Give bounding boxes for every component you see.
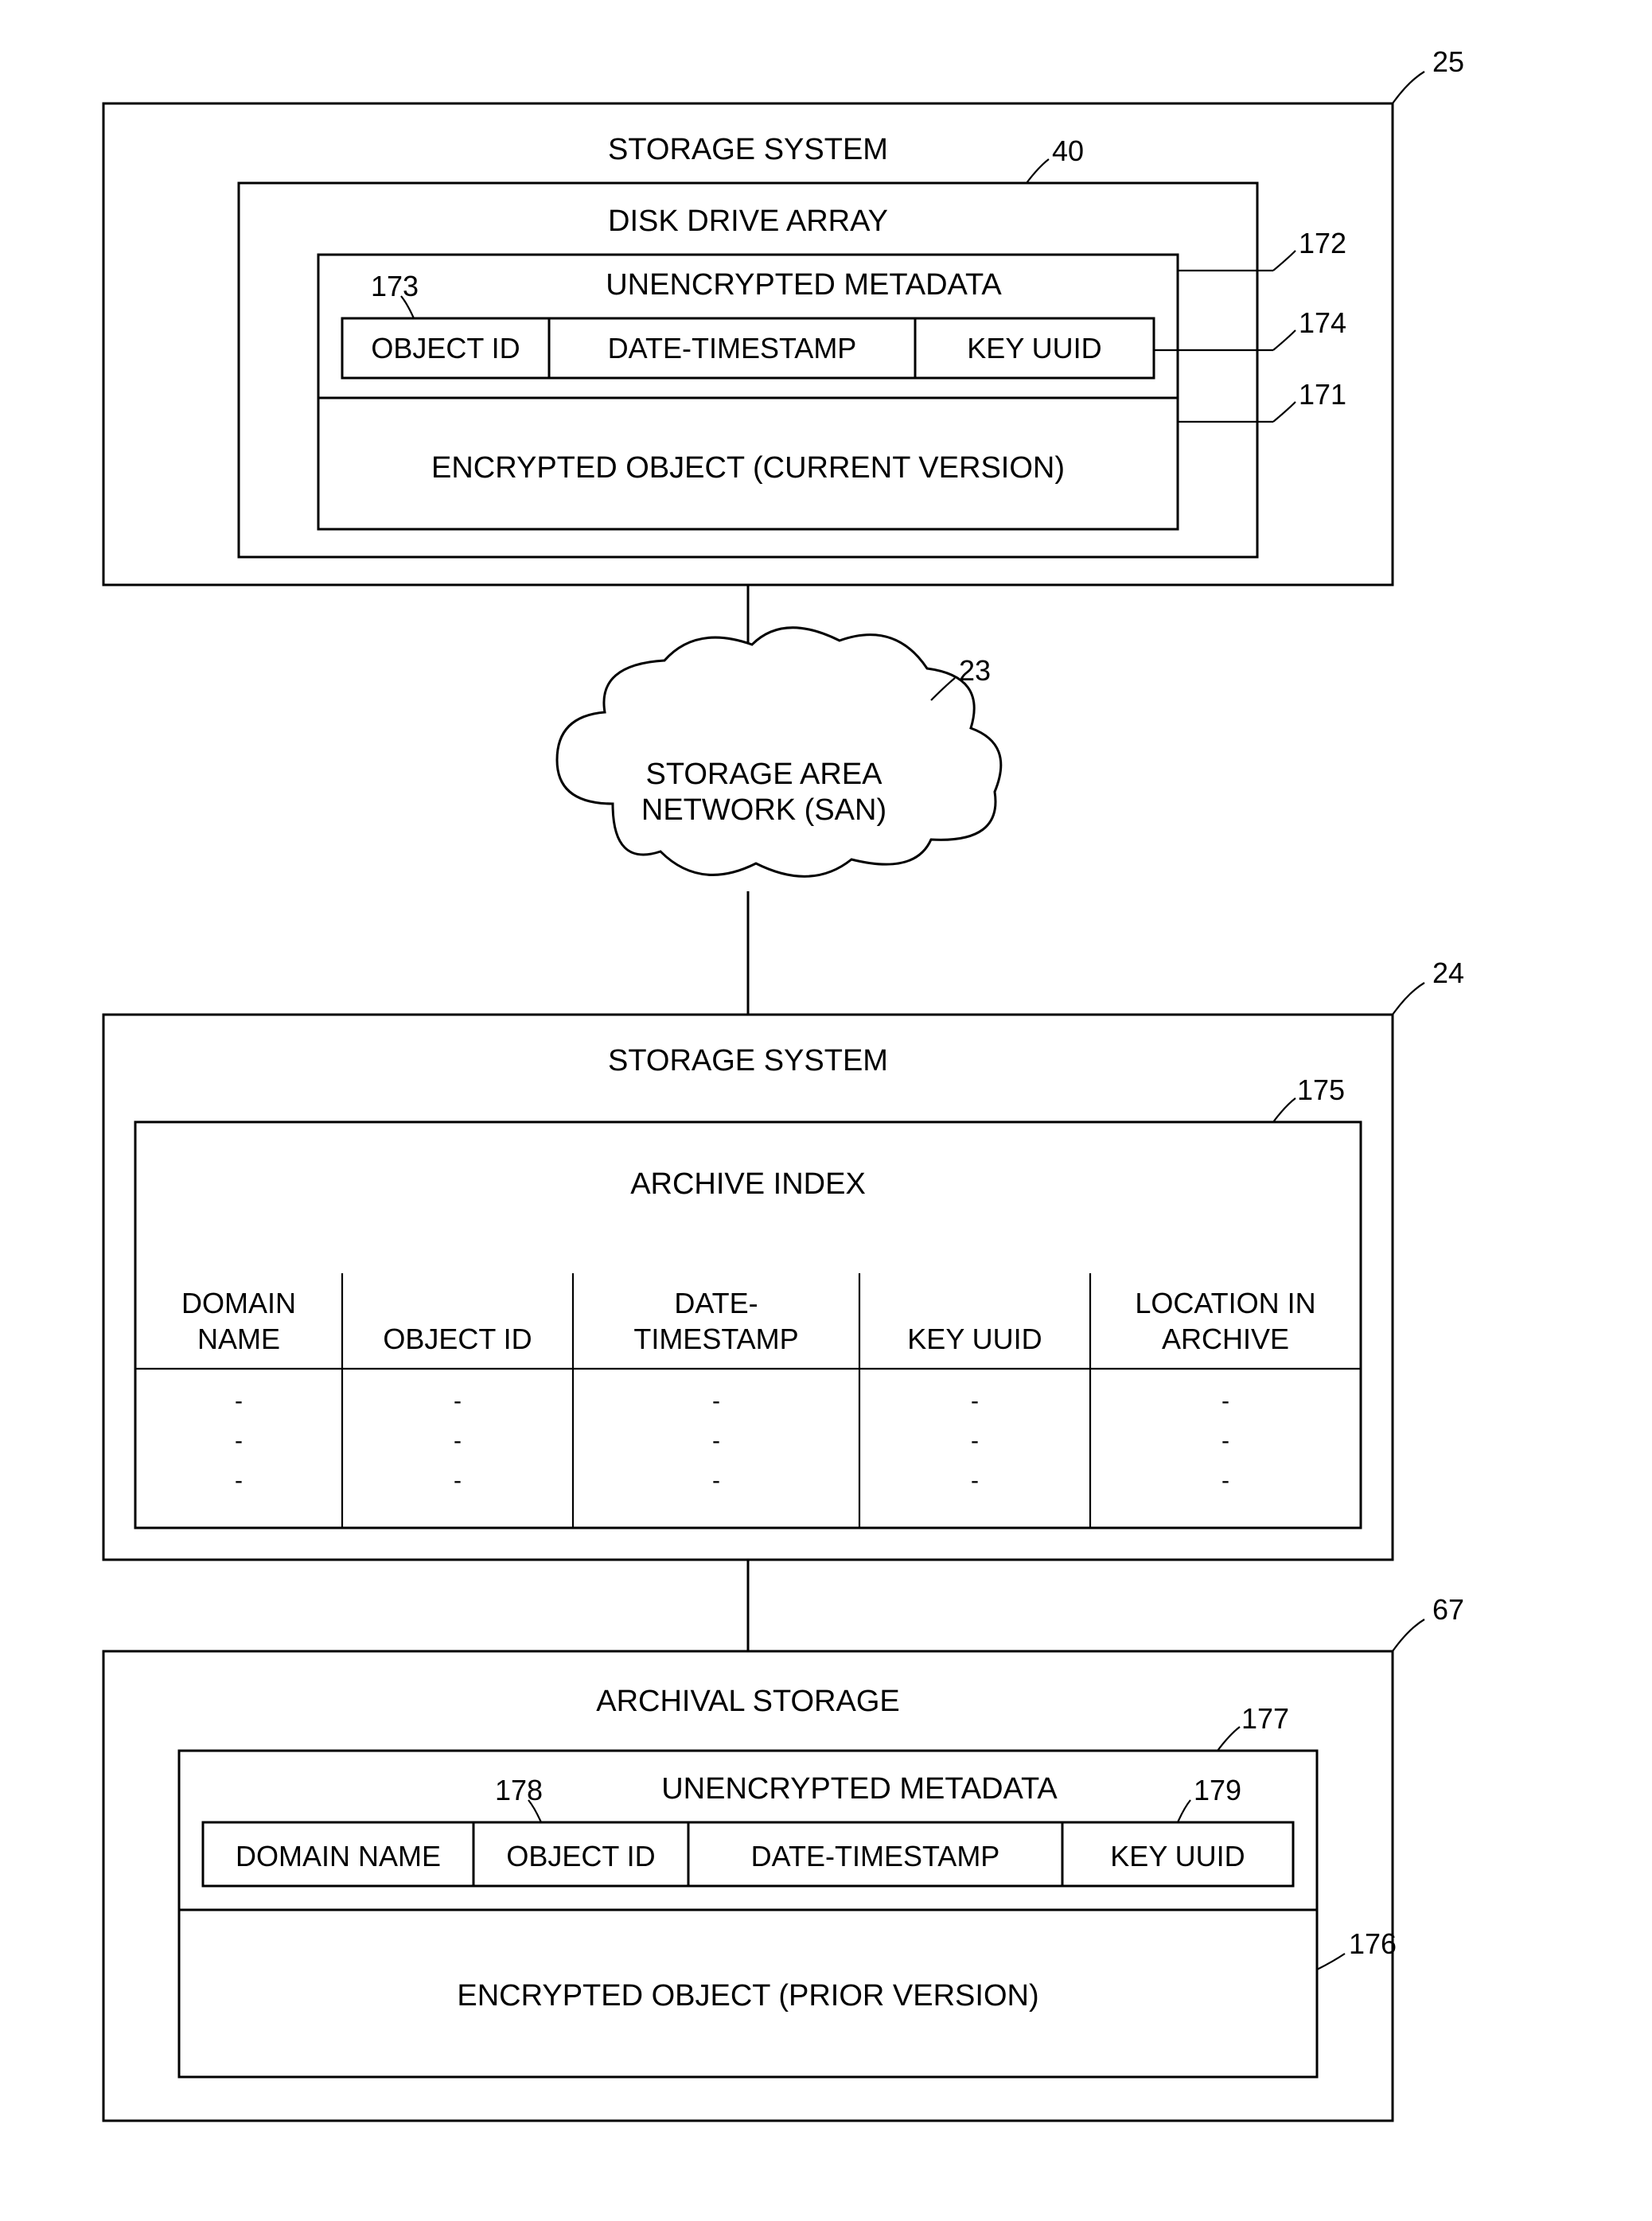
ref-67: 67 bbox=[1432, 1593, 1464, 1626]
ref-178: 178 bbox=[495, 1774, 543, 1806]
cell-key-uuid-2: KEY UUID bbox=[1110, 1840, 1245, 1872]
metadata-row-2: DOMAIN NAME OBJECT ID DATE-TIMESTAMP KEY… bbox=[203, 1822, 1293, 1886]
col-object-id: OBJECT ID bbox=[383, 1323, 532, 1355]
cloud-line2: NETWORK (SAN) bbox=[641, 793, 886, 827]
block-disk-drive-array: DISK DRIVE ARRAY 40 UNENCRYPTED METADATA… bbox=[239, 134, 1346, 557]
block-encrypted-object-1: ENCRYPTED OBJECT (CURRENT VERSION) 171 bbox=[318, 378, 1346, 529]
metadata-row-1: OBJECT ID DATE-TIMESTAMP KEY UUID bbox=[342, 318, 1154, 378]
block-unencrypted-metadata-2: UNENCRYPTED METADATA 177 178 179 DOMAIN … bbox=[179, 1702, 1317, 1910]
cell-date-timestamp-1: DATE-TIMESTAMP bbox=[608, 332, 857, 364]
col-domain-2: NAME bbox=[197, 1323, 280, 1355]
encrypted-object-2-label: ENCRYPTED OBJECT (PRIOR VERSION) bbox=[457, 1979, 1038, 2013]
ref-177: 177 bbox=[1241, 1702, 1289, 1735]
cloud-line1: STORAGE AREA bbox=[645, 758, 882, 791]
archival-storage-title: ARCHIVAL STORAGE bbox=[596, 1685, 900, 1718]
cell-domain-name: DOMAIN NAME bbox=[236, 1840, 441, 1872]
svg-text:-: - bbox=[235, 1388, 243, 1414]
col-domain-1: DOMAIN bbox=[181, 1287, 296, 1319]
svg-text:-: - bbox=[712, 1388, 720, 1414]
ref-172: 172 bbox=[1299, 227, 1346, 259]
archive-index-title: ARCHIVE INDEX bbox=[630, 1167, 866, 1201]
svg-text:-: - bbox=[1221, 1428, 1229, 1454]
svg-text:-: - bbox=[971, 1467, 979, 1494]
archive-index-table: DOMAIN NAME OBJECT ID DATE- TIMESTAMP KE… bbox=[135, 1273, 1361, 1528]
svg-text:-: - bbox=[235, 1428, 243, 1454]
ref-171: 171 bbox=[1299, 378, 1346, 411]
block-unencrypted-metadata-1: UNENCRYPTED METADATA 173 172 OBJECT ID D… bbox=[318, 227, 1346, 398]
cell-date-timestamp-2: DATE-TIMESTAMP bbox=[751, 1840, 1000, 1872]
col-date-1: DATE- bbox=[674, 1287, 758, 1319]
col-loc-2: ARCHIVE bbox=[1162, 1323, 1289, 1355]
svg-text:-: - bbox=[454, 1428, 462, 1454]
block-encrypted-object-2: ENCRYPTED OBJECT (PRIOR VERSION) 176 bbox=[179, 1910, 1397, 2077]
ref-174: 174 bbox=[1299, 306, 1346, 339]
col-date-2: TIMESTAMP bbox=[633, 1323, 798, 1355]
cell-object-id-2: OBJECT ID bbox=[506, 1840, 655, 1872]
svg-text:-: - bbox=[971, 1428, 979, 1454]
svg-text:-: - bbox=[454, 1388, 462, 1414]
svg-text:-: - bbox=[1221, 1467, 1229, 1494]
storage-system-2-title: STORAGE SYSTEM bbox=[608, 1044, 888, 1077]
table-dashes: - - - - - - - - - - - - - - - bbox=[235, 1388, 1229, 1494]
svg-text:-: - bbox=[712, 1467, 720, 1494]
ref-173: 173 bbox=[371, 270, 419, 302]
block-storage-system-1: STORAGE SYSTEM 25 DISK DRIVE ARRAY 40 UN… bbox=[103, 45, 1464, 585]
col-loc-1: LOCATION IN bbox=[1135, 1287, 1315, 1319]
svg-text:-: - bbox=[971, 1388, 979, 1414]
ref-40: 40 bbox=[1052, 134, 1084, 167]
disk-drive-array-title: DISK DRIVE ARRAY bbox=[608, 205, 888, 238]
svg-text:-: - bbox=[1221, 1388, 1229, 1414]
unencrypted-metadata-2-title: UNENCRYPTED METADATA bbox=[661, 1772, 1058, 1806]
storage-system-1-title: STORAGE SYSTEM bbox=[608, 133, 888, 166]
ref-24: 24 bbox=[1432, 957, 1464, 989]
ref-23: 23 bbox=[959, 654, 991, 687]
ref-179: 179 bbox=[1194, 1774, 1241, 1806]
block-archive-index: ARCHIVE INDEX 175 DOMAIN NAME OBJECT ID … bbox=[135, 1073, 1361, 1528]
ref-175: 175 bbox=[1297, 1073, 1345, 1106]
svg-text:-: - bbox=[235, 1467, 243, 1494]
svg-text:-: - bbox=[454, 1467, 462, 1494]
encrypted-object-1-label: ENCRYPTED OBJECT (CURRENT VERSION) bbox=[431, 451, 1065, 485]
cell-key-uuid-1: KEY UUID bbox=[967, 332, 1101, 364]
cloud-san: STORAGE AREA NETWORK (SAN) 23 bbox=[557, 628, 1001, 877]
cell-object-id-1: OBJECT ID bbox=[371, 332, 520, 364]
ref-176: 176 bbox=[1349, 1927, 1397, 1960]
diagram-root: STORAGE SYSTEM 25 DISK DRIVE ARRAY 40 UN… bbox=[0, 0, 1652, 2221]
unencrypted-metadata-1-title: UNENCRYPTED METADATA bbox=[606, 268, 1002, 302]
ref-25: 25 bbox=[1432, 45, 1464, 78]
svg-text:-: - bbox=[712, 1428, 720, 1454]
block-storage-system-2: STORAGE SYSTEM 24 ARCHIVE INDEX 175 bbox=[103, 957, 1464, 1560]
block-archival-storage: ARCHIVAL STORAGE 67 UNENCRYPTED METADATA… bbox=[103, 1593, 1464, 2121]
col-key-uuid: KEY UUID bbox=[907, 1323, 1042, 1355]
